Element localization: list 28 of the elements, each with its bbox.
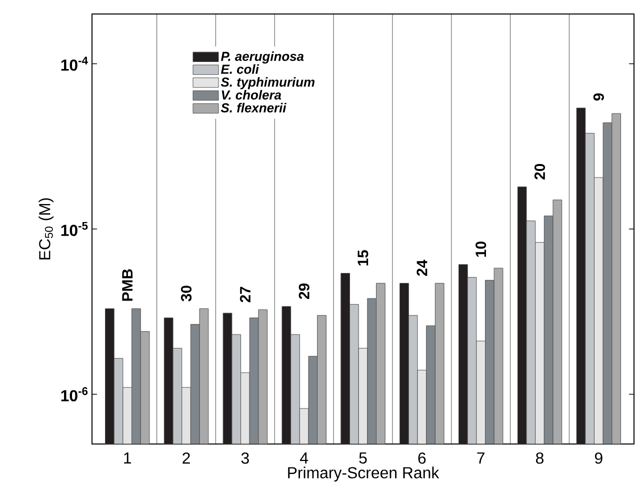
legend-label: V. cholera — [222, 90, 282, 100]
x-tick-label: 9 — [594, 452, 602, 464]
annotation: 10 — [476, 242, 486, 257]
x-tick-label: 7 — [477, 452, 484, 464]
y-tick-label: 10$^{-6}$ — [61, 387, 88, 402]
annotation: PMB — [122, 269, 132, 301]
legend-label: S. typhimurium — [220, 77, 314, 90]
x-tick-label: 1 — [124, 452, 131, 464]
x-tick-label: 4 — [300, 452, 308, 464]
annotation: 9 — [593, 93, 604, 101]
annotation: 15 — [358, 250, 368, 266]
annotation: 20 — [534, 164, 546, 180]
x-axis-title: Primary-Screen Rank — [288, 466, 440, 482]
x-tick-label: 3 — [241, 452, 249, 464]
y-tick-label: 10$^{-5}$ — [61, 222, 88, 236]
annotation: 29 — [298, 284, 310, 300]
x-tick-label: 2 — [182, 452, 190, 464]
annotation: 27 — [240, 286, 250, 302]
x-tick-label: 5 — [359, 452, 367, 464]
y-tick-label: 10$^{-4}$ — [61, 56, 88, 71]
x-tick-label: 8 — [536, 452, 544, 464]
legend-label: S. flexnerii — [220, 102, 286, 112]
y-axis-title: EC$_{50}$ (M) — [38, 198, 54, 260]
legend-label: E. coli — [220, 64, 260, 74]
x-tick-label: 6 — [418, 452, 426, 464]
annotation: 30 — [180, 286, 192, 302]
legend-label: P. aeruginosa — [220, 51, 304, 64]
annotation: 24 — [416, 260, 428, 276]
